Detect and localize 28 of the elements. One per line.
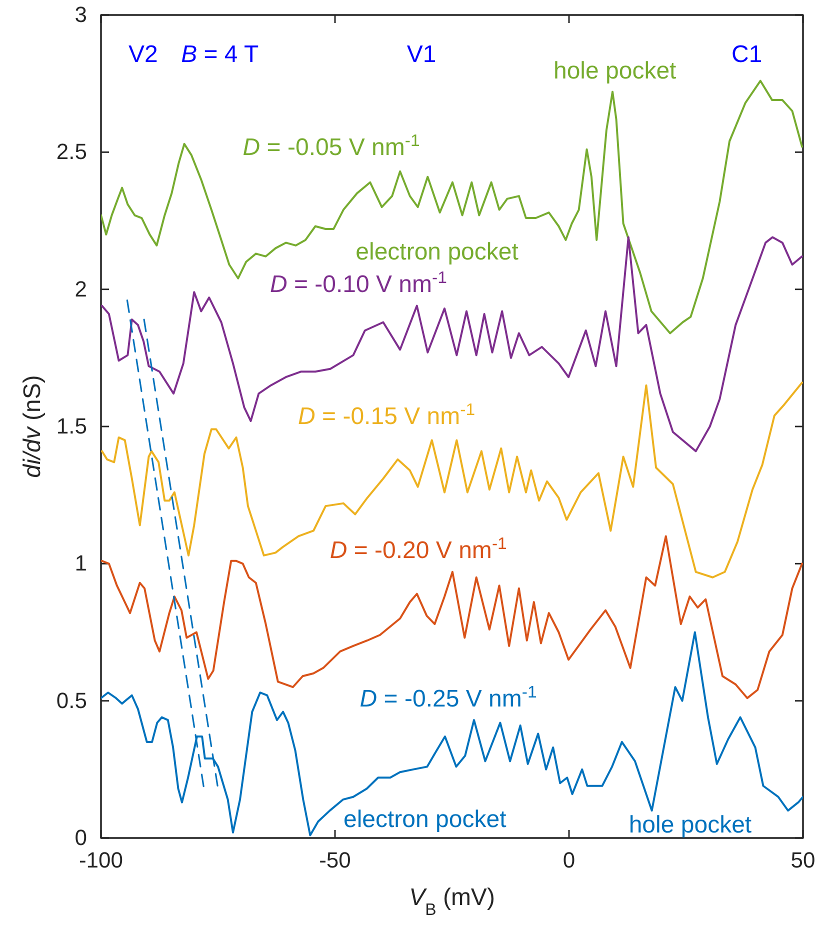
series-label: D = -0.20 V nm$^{-1}$ [330,534,507,564]
y-tick-label: 0.5 [56,688,87,713]
line-series [101,382,803,578]
y-tick-label: 0 [74,825,87,850]
series-label: D = -0.10 V nm$^{-1}$ [270,268,447,298]
x-tick-label: 0 [562,848,576,873]
series-label: D = -0.15 V nm$^{-1}$ [298,399,476,430]
x-tick-label: -50 [319,848,351,873]
x-tick-label: 50 [790,848,816,873]
y-tick-label: 2 [74,276,87,302]
line-series [101,236,803,452]
x-axis-title: V$_{B}$ (mV) [409,884,495,918]
y-axis-title: di/dv (nS) [19,375,46,478]
y-tick-label: 1 [74,550,87,576]
annotation: electron pocket [343,806,507,834]
y-tick-label: 2.5 [56,139,87,164]
annotation: hole pocket [628,812,752,839]
annotation: C1 [731,40,762,68]
y-tick-label: 3 [74,2,87,28]
annotation: B = 4 T [181,40,260,68]
series-label: D = -0.05 V nm$^{-1}$ [242,130,420,161]
annotation: V1 [406,40,436,68]
x-tick-label: -100 [78,848,124,873]
y-tick-label: 1.5 [56,414,87,439]
annotation: electron pocket [356,238,519,266]
annotation: hole pocket [553,57,677,84]
annotation: V2 [128,40,158,68]
series-label: D = -0.25 V nm$^{-1}$ [360,682,537,712]
